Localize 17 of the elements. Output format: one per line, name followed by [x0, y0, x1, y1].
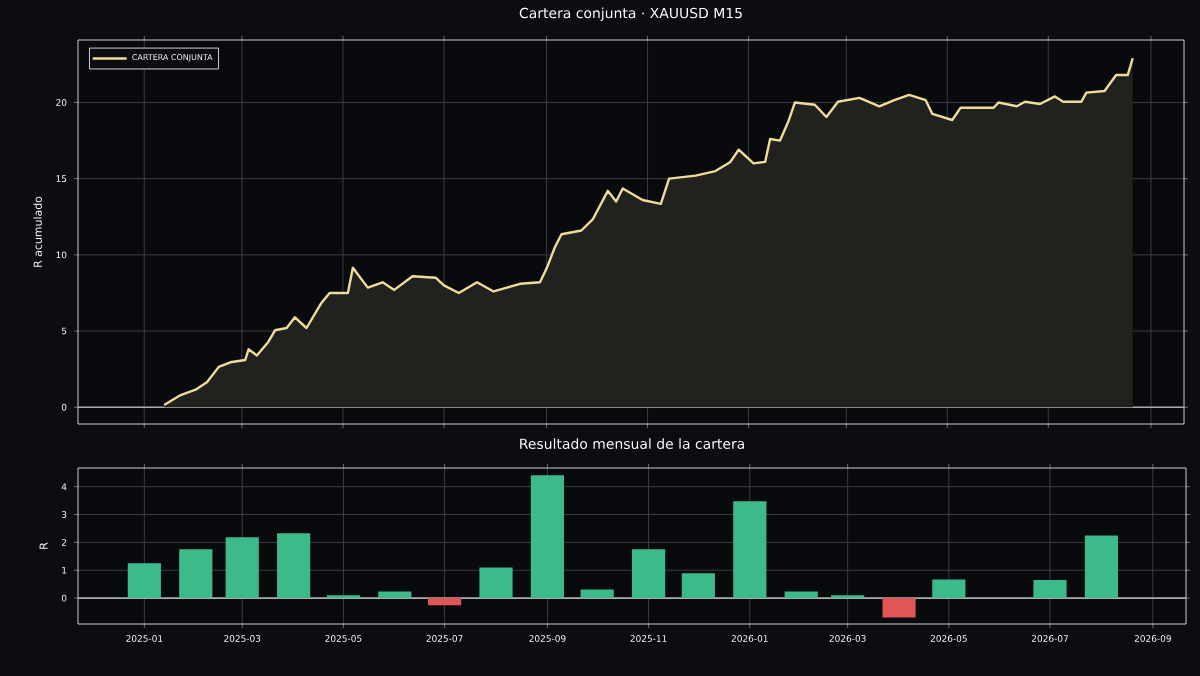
bar	[932, 579, 966, 599]
bar	[580, 589, 614, 599]
bar	[225, 537, 259, 599]
bar	[882, 598, 916, 618]
bar	[733, 501, 767, 599]
bar	[427, 598, 462, 606]
bar	[1033, 579, 1067, 599]
bar	[1084, 535, 1119, 599]
bar	[530, 475, 565, 599]
bar	[479, 567, 513, 599]
bar	[632, 549, 666, 599]
bar	[378, 591, 412, 599]
bar	[179, 549, 213, 599]
bar	[784, 591, 818, 599]
bar	[277, 533, 311, 599]
bar	[127, 563, 161, 599]
bar	[681, 573, 715, 599]
